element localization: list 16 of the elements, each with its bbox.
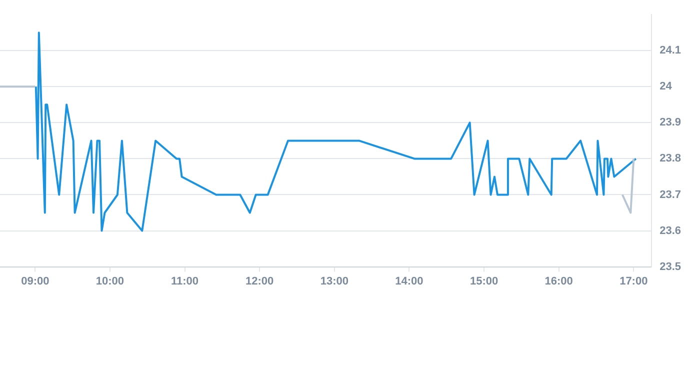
x-tick-label: 14:00 xyxy=(395,275,424,288)
y-tick-label: 23.5 xyxy=(660,260,682,273)
y-tick-label: 23.6 xyxy=(660,224,682,237)
y-tick-label: 24.1 xyxy=(660,44,682,57)
x-tick-label: 15:00 xyxy=(470,275,498,288)
y-tick-label: 23.7 xyxy=(660,188,682,201)
x-tick-label: 11:00 xyxy=(171,275,199,288)
y-tick-label: 24 xyxy=(660,80,673,93)
x-tick-label: 16:00 xyxy=(544,275,573,288)
x-tick-label: 13:00 xyxy=(320,275,348,288)
y-tick-label: 23.9 xyxy=(660,116,682,129)
x-tick-label: 17:00 xyxy=(620,275,648,288)
y-tick-label: 23.8 xyxy=(660,152,682,165)
x-tick-label: 12:00 xyxy=(246,275,274,288)
x-tick-label: 09:00 xyxy=(21,275,50,288)
x-tick-label: 10:00 xyxy=(96,275,124,288)
